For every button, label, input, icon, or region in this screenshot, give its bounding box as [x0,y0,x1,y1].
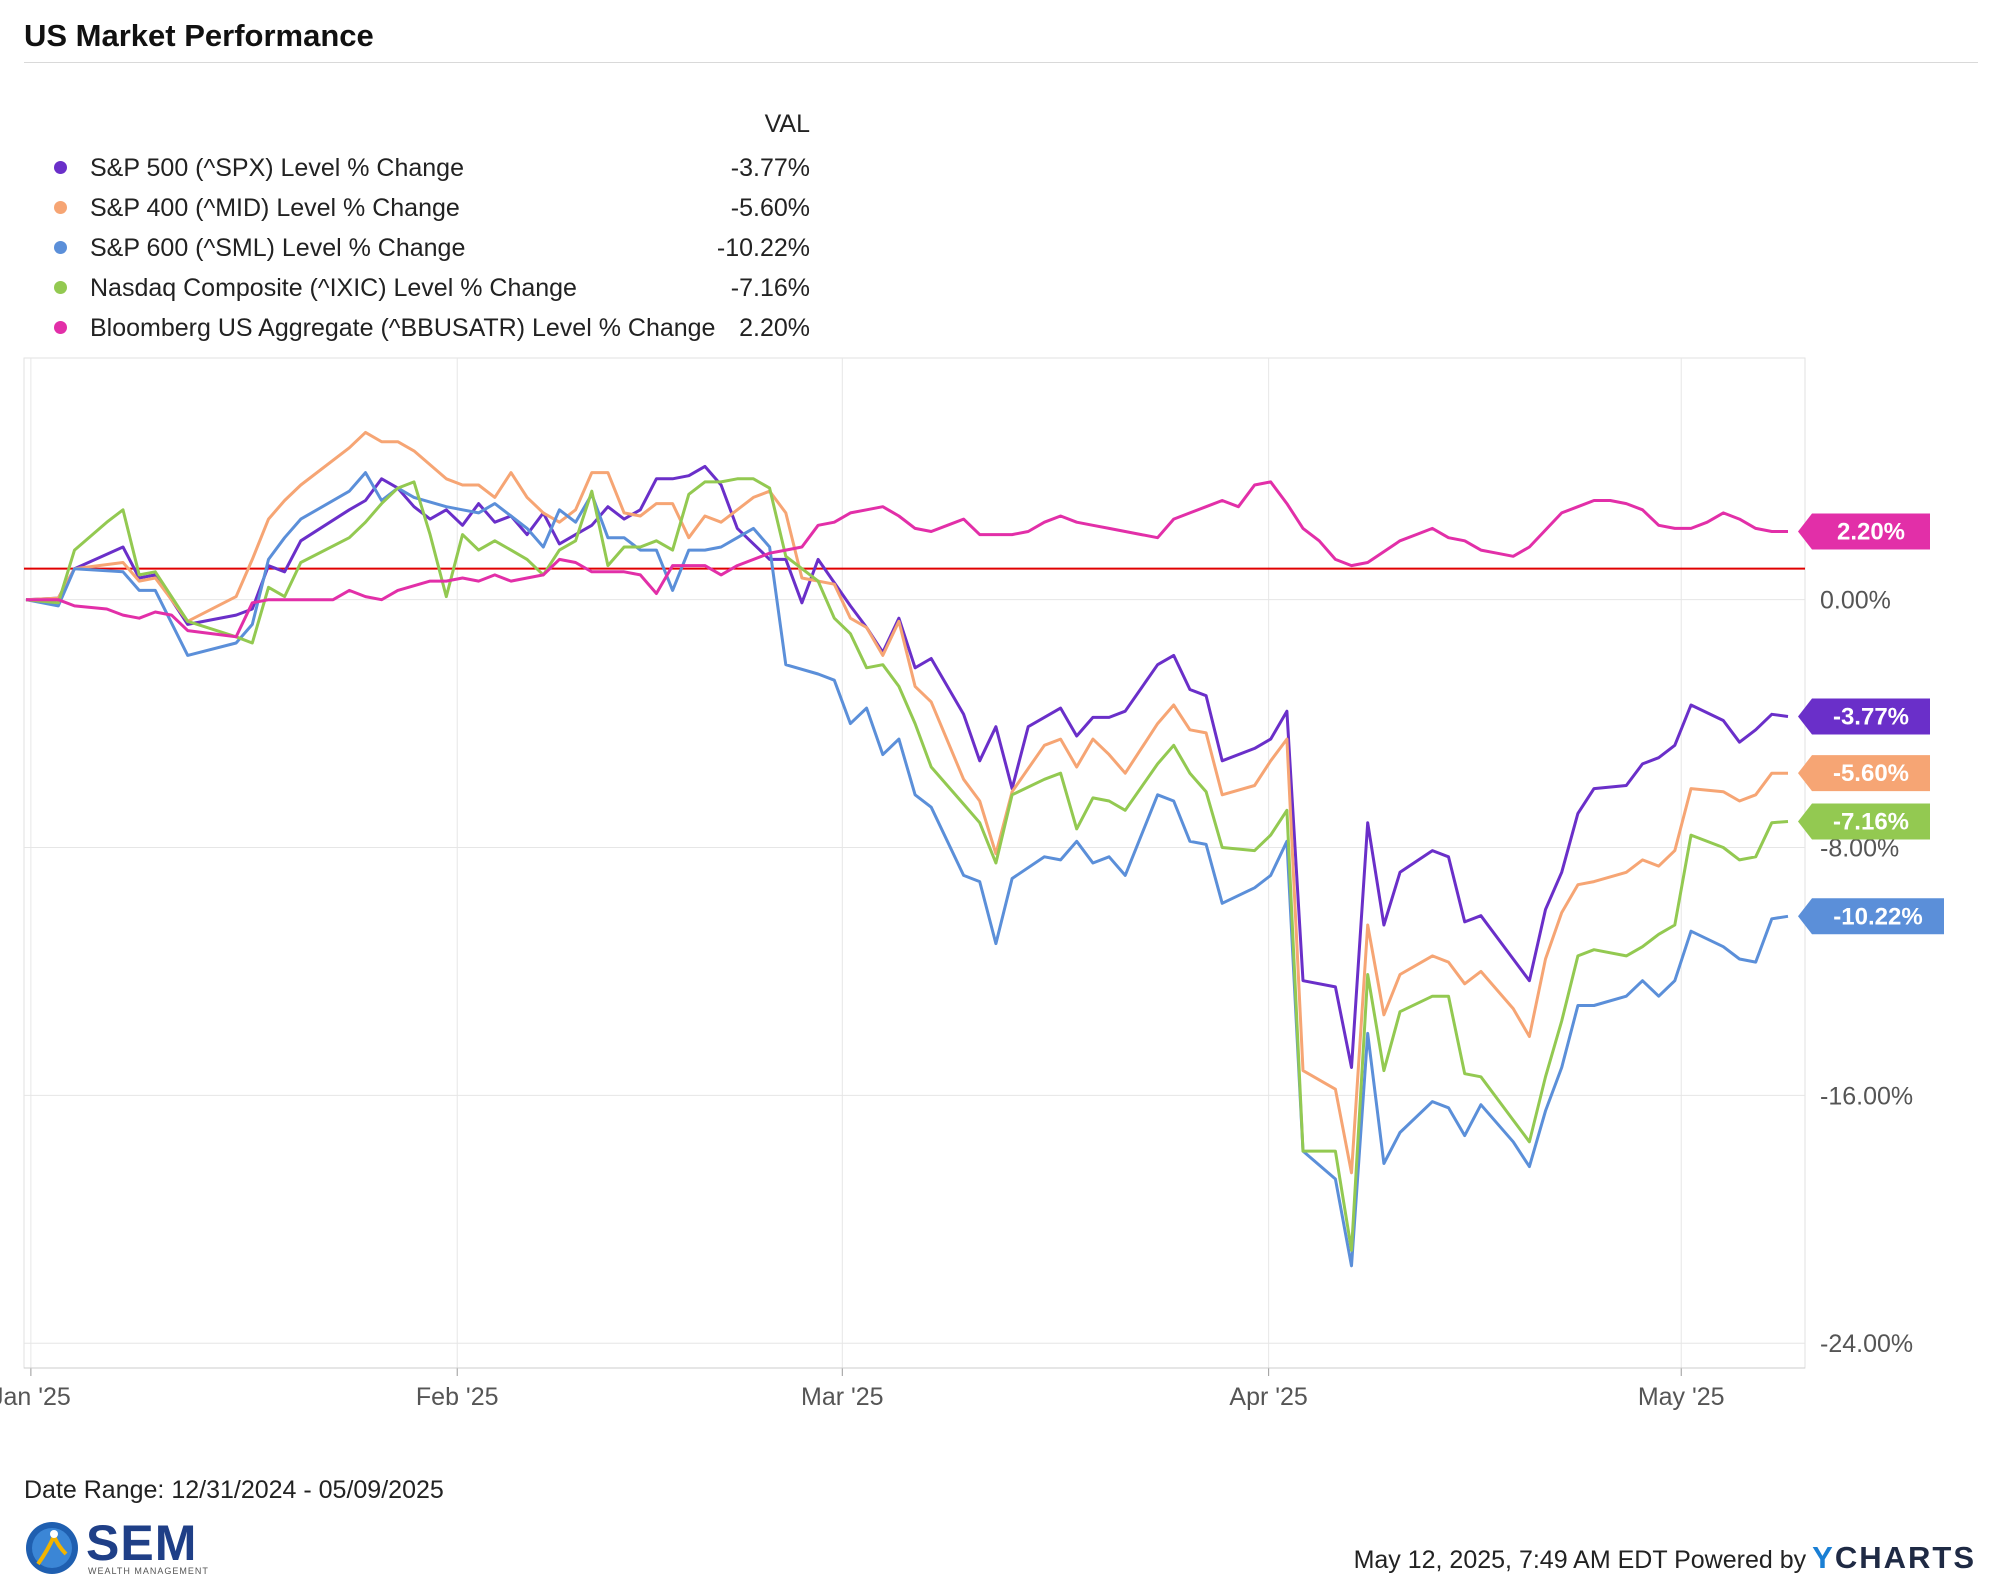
legend-value: -7.16% [730,274,810,302]
legend-label: Nasdaq Composite (^IXIC) Level % Change [90,274,577,302]
logo-wordmark: SEM [86,1515,198,1571]
legend-item-ixic[interactable]: Nasdaq Composite (^IXIC) Level % Change … [24,268,810,308]
legend-value: -10.22% [716,234,810,262]
chart-title: US Market Performance [24,18,374,53]
end-value-label-sml: -10.22% [1833,903,1922,930]
x-tick-label: Apr '25 [1229,1383,1307,1411]
sem-logo: SEM WEALTH MANAGEMENT [24,1515,224,1578]
end-value-label-ixic: -7.16% [1833,808,1909,835]
end-value-label-bbusatr: 2.20% [1837,518,1905,545]
series-dot [54,241,67,254]
ycharts-logo-y: Y [1812,1540,1835,1575]
legend-value: 2.20% [739,314,810,342]
title-divider [24,62,1978,63]
end-value-flag-bbusatr [1798,513,1930,550]
legend-item-sml[interactable]: S&P 600 (^SML) Level % Change -10.22% [24,228,810,268]
legend-item-bbusatr[interactable]: Bloomberg US Aggregate (^BBUSATR) Level … [24,308,810,348]
series-dot [54,201,67,214]
end-value-flag-spx [1798,698,1930,735]
series-line-mid [25,430,1788,1175]
sem-logo-icon [26,1522,78,1574]
end-value-label-mid: -5.60% [1833,760,1909,787]
ycharts-logo-text: CHARTS [1834,1540,1976,1575]
legend-label: S&P 600 (^SML) Level % Change [90,234,466,262]
end-value-label-spx: -3.77% [1833,703,1909,730]
series-line-sml [25,471,1789,1268]
series-line-ixic [25,477,1789,1252]
end-value-flag-sml [1798,898,1944,935]
legend-value: -3.77% [730,154,810,182]
x-tick-label: Jan '25 [0,1383,71,1411]
ycharts-logo[interactable]: YCHARTS [1812,1540,1976,1575]
legend-item-mid[interactable]: S&P 400 (^MID) Level % Change -5.60% [24,188,810,228]
plot-area [23,357,1806,1369]
legend-label: S&P 400 (^MID) Level % Change [90,194,460,222]
legend-value: -5.60% [730,194,810,222]
series-dot [54,161,67,174]
end-value-flag-ixic [1798,803,1930,840]
legend-label: Bloomberg US Aggregate (^BBUSATR) Level … [90,314,716,342]
x-tick-label: Feb '25 [416,1383,499,1411]
y-tick-label: -16.00% [1820,1082,1913,1110]
legend-label: S&P 500 (^SPX) Level % Change [90,154,464,182]
x-tick-label: May '25 [1638,1383,1725,1411]
end-value-flag-mid [1798,755,1930,792]
y-tick-label: 0.00% [1820,587,1891,615]
legend-header: VAL [764,110,810,138]
y-tick-label: -24.00% [1820,1330,1913,1358]
legend-item-spx[interactable]: S&P 500 (^SPX) Level % Change -3.77% [24,148,810,188]
series-dot [54,281,67,294]
series-line-bbusatr [26,480,1788,639]
x-tick-label: Mar '25 [801,1383,884,1411]
footer: May 12, 2025, 7:49 AM EDT Powered by YCHA… [1354,1540,1976,1576]
series-dot [54,321,67,334]
logo-tagline: WEALTH MANAGEMENT [88,1566,209,1576]
date-range: Date Range: 12/31/2024 - 05/09/2025 [24,1476,444,1504]
footer-timestamp: May 12, 2025, 7:49 AM EDT Powered by [1353,1546,1807,1574]
